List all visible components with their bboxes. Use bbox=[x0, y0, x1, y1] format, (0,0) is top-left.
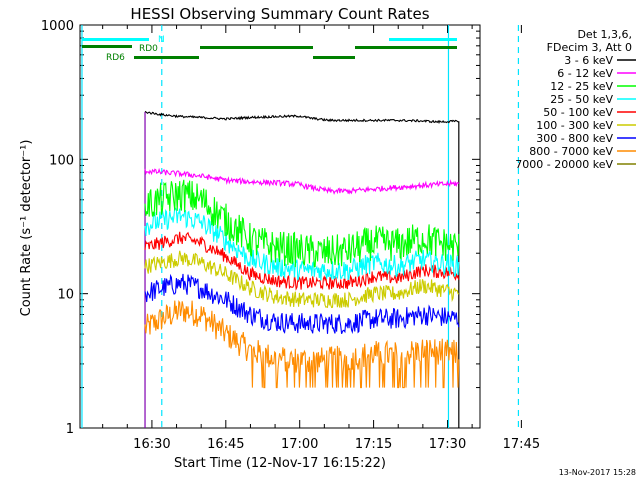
rd0-bar bbox=[355, 46, 457, 49]
y-axis-label: Count Rate (s⁻¹ detector⁻¹) bbox=[19, 140, 34, 317]
legend-label: 6 - 12 keV bbox=[557, 67, 613, 80]
legend-label: 50 - 100 keV bbox=[543, 106, 613, 119]
legend-label: 100 - 300 keV bbox=[536, 119, 613, 132]
y-tick-label: 1000 bbox=[41, 19, 74, 34]
night-bar bbox=[82, 38, 149, 41]
y-tick-label: 1 bbox=[66, 422, 74, 437]
footer-timestamp: 13-Nov-2017 15:28 bbox=[559, 468, 636, 477]
y-tick-label: 10 bbox=[57, 288, 74, 303]
rd0-bar bbox=[82, 45, 132, 48]
night-label: N bbox=[158, 35, 165, 45]
x-tick-label: 16:45 bbox=[207, 437, 244, 452]
legend-label: 12 - 25 keV bbox=[550, 80, 613, 93]
legend-label: 800 - 7000 keV bbox=[529, 145, 613, 158]
series-line-2 bbox=[144, 179, 460, 268]
legend-label: 3 - 6 keV bbox=[564, 54, 613, 67]
x-tick-label: 17:45 bbox=[503, 437, 540, 452]
rd6-bar bbox=[313, 56, 355, 59]
legend-label: 25 - 50 keV bbox=[550, 93, 613, 106]
series-line-3 bbox=[144, 207, 460, 281]
night-bar bbox=[389, 38, 457, 41]
vertical-markers bbox=[81, 25, 520, 428]
series-layer bbox=[144, 110, 460, 389]
legend-header: Det 1,3,6, bbox=[577, 28, 632, 41]
rd6-label: RD6 bbox=[106, 53, 125, 63]
x-tick-label: 17:15 bbox=[355, 437, 392, 452]
legend-header: FDecim 3, Att 0 bbox=[547, 41, 632, 54]
x-tick-label: 16:30 bbox=[133, 437, 170, 452]
plot-frame bbox=[79, 24, 481, 429]
series-line-4 bbox=[144, 231, 460, 291]
series-line-7 bbox=[144, 299, 460, 389]
rd0-label: RD0 bbox=[139, 44, 158, 54]
series-line-1 bbox=[144, 167, 460, 195]
legend-label: 7000 - 20000 keV bbox=[515, 158, 613, 171]
axes: 1 10 100 1000 16:30 16:45 17:00 17:15 17:30 17:45 bbox=[41, 19, 540, 452]
series-line-0 bbox=[144, 110, 460, 125]
x-axis-label: Start Time (12-Nov-17 16:15:22) bbox=[174, 456, 386, 471]
legend-label: 300 - 800 keV bbox=[536, 132, 613, 145]
series-line-6 bbox=[144, 273, 460, 335]
rd6-bar bbox=[134, 56, 199, 59]
series-line-5 bbox=[144, 250, 460, 309]
chart-title: HESSI Observing Summary Count Rates bbox=[130, 5, 429, 23]
rd0-bar bbox=[200, 46, 313, 49]
y-tick-label: 100 bbox=[49, 153, 74, 168]
x-tick-label: 17:00 bbox=[281, 437, 318, 452]
x-tick-label: 17:30 bbox=[429, 437, 466, 452]
